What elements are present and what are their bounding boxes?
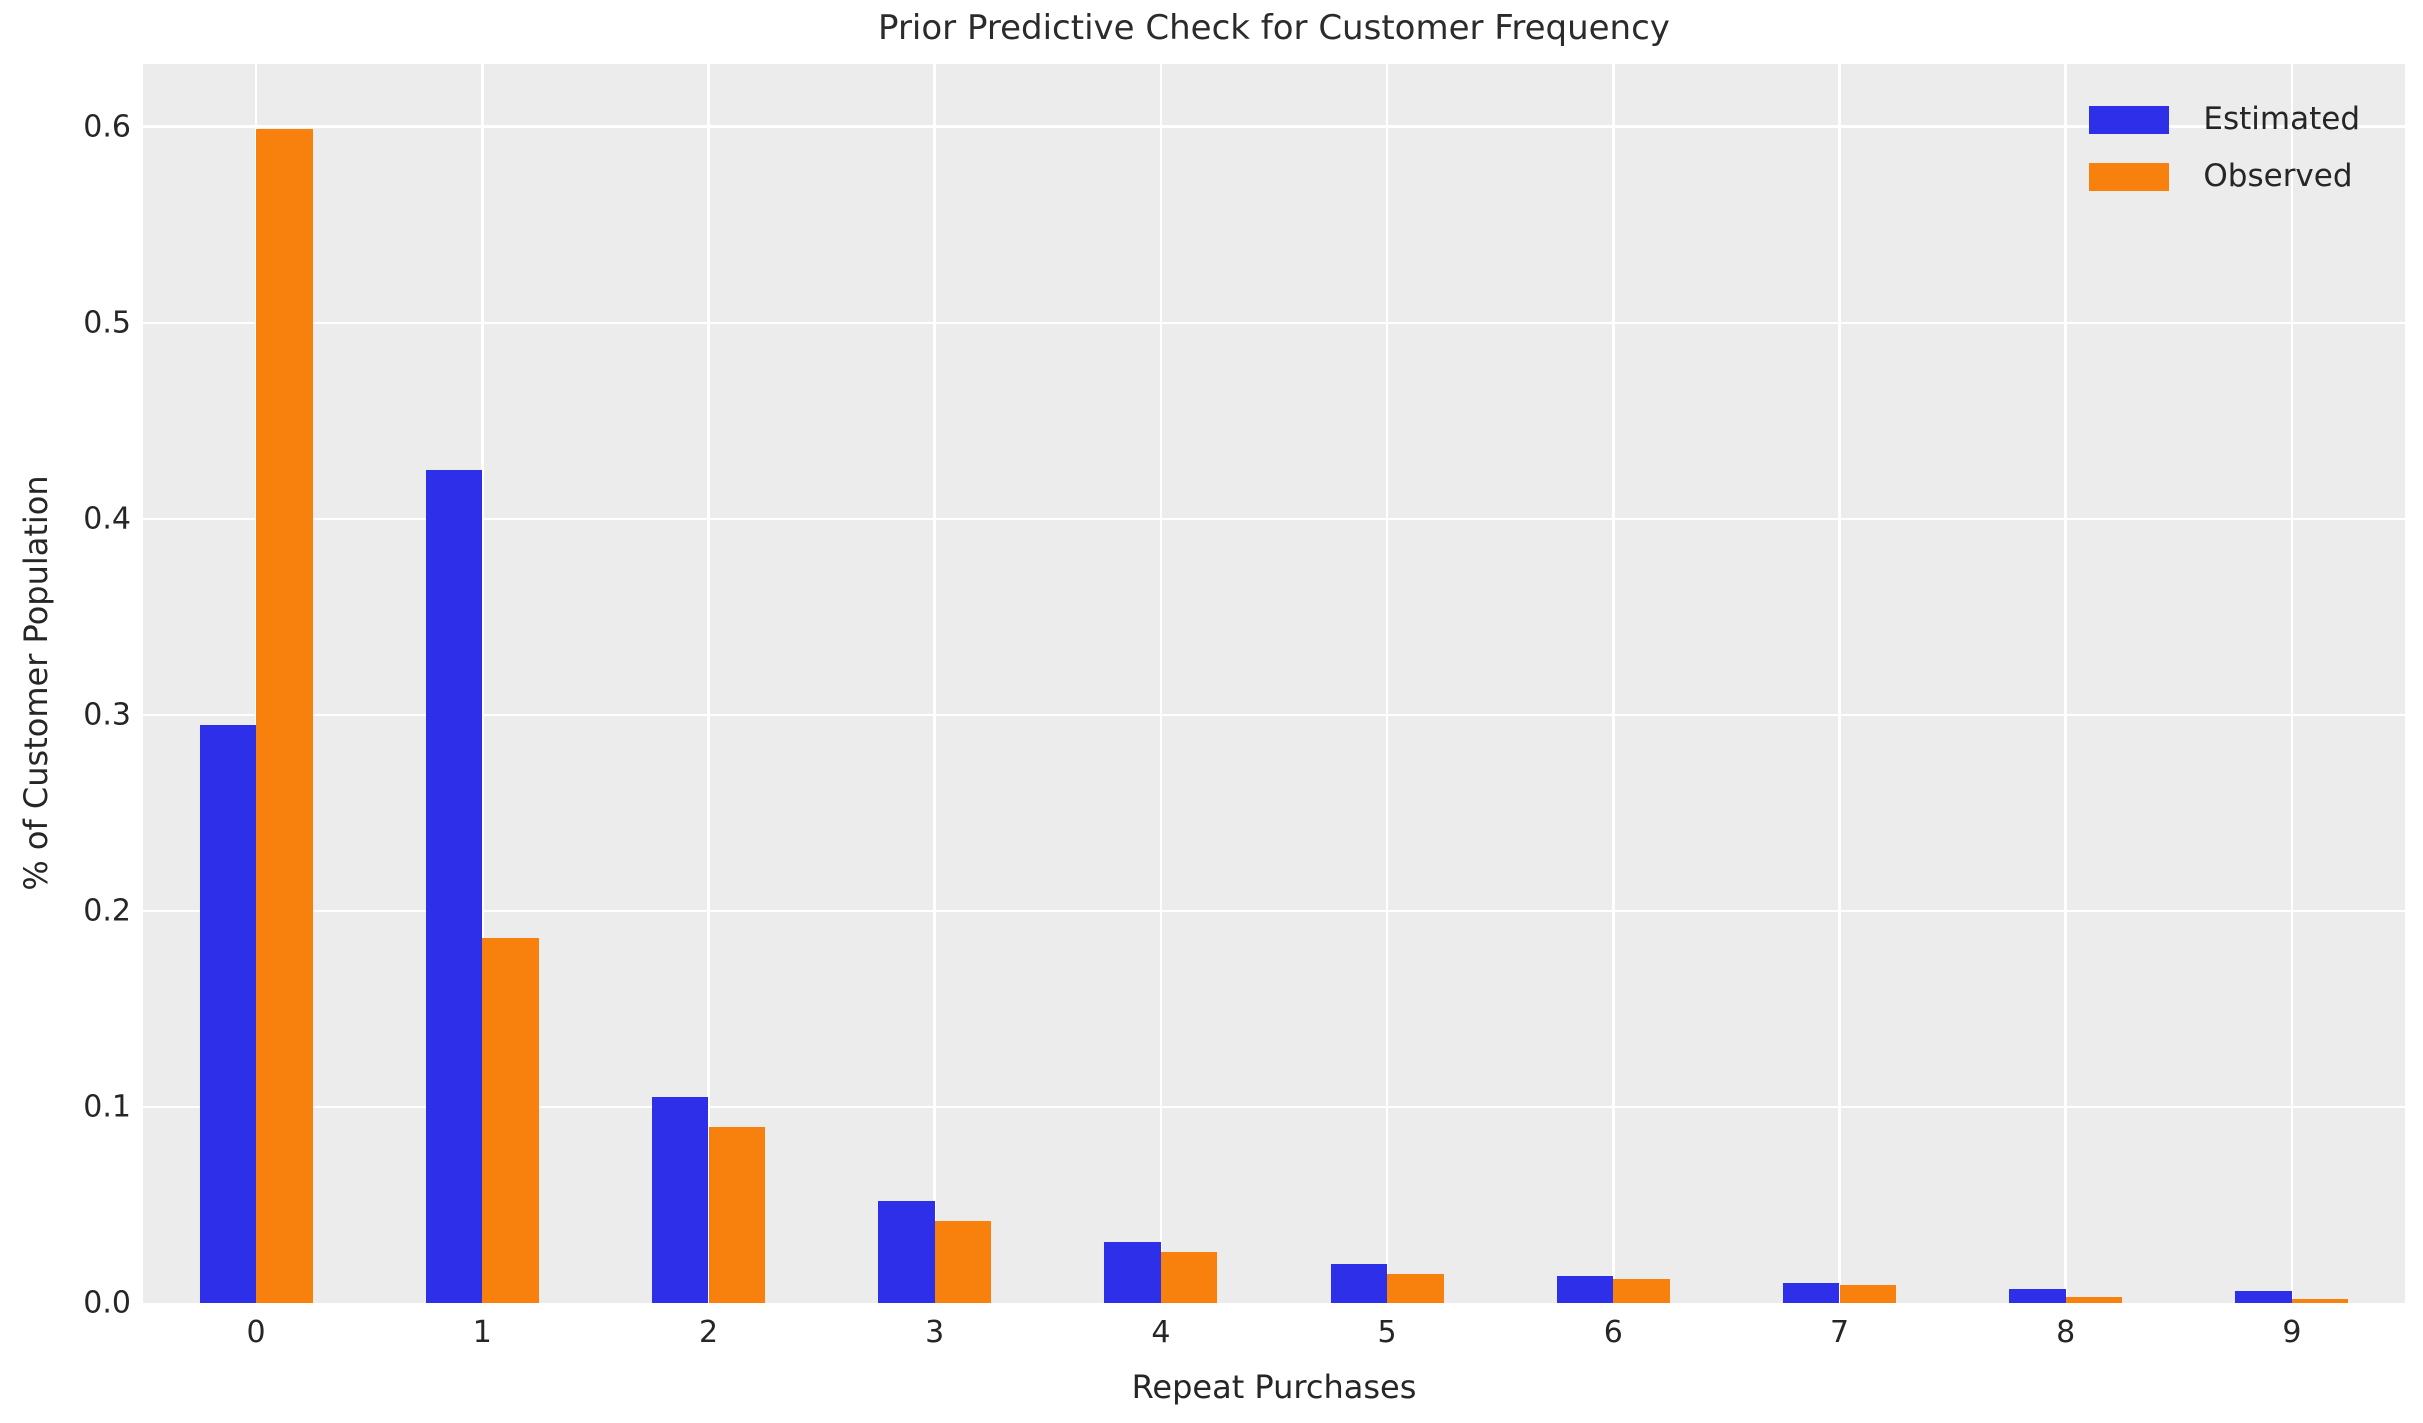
y-tick-label-0.2: 0.2: [83, 893, 131, 929]
x-tick-label-3: 3: [925, 1315, 945, 1350]
x-tick-label-8: 8: [2056, 1315, 2076, 1350]
gridline-x-9: [2290, 64, 2294, 1303]
legend-entry-observed: Observed: [2089, 161, 2360, 192]
y-tick-label-0.4: 0.4: [83, 501, 131, 537]
x-tick-label-5: 5: [1377, 1315, 1397, 1350]
bar-estimated-8: [2009, 1289, 2066, 1303]
bar-observed-2: [708, 1126, 766, 1303]
bar-observed-1: [482, 938, 539, 1303]
bar-estimated-3: [878, 1201, 935, 1303]
bar-estimated-6: [1556, 1275, 1614, 1303]
gridline-y-0.1: [143, 1105, 2405, 1109]
bar-observed-4: [1160, 1252, 1218, 1303]
y-tick-label-0.6: 0.6: [83, 109, 131, 145]
bar-observed-0: [256, 128, 313, 1303]
bar-observed-8: [2065, 1297, 2123, 1303]
chart-title: Prior Predictive Check for Customer Freq…: [878, 8, 1670, 48]
bar-observed-9: [2291, 1299, 2349, 1303]
bar-estimated-2: [651, 1097, 709, 1303]
bar-estimated-0: [199, 724, 257, 1303]
x-tick-label-6: 6: [1603, 1315, 1623, 1350]
gridline-x-7: [1838, 64, 1841, 1303]
y-tick-label-0.1: 0.1: [83, 1089, 131, 1125]
y-tick-label-0.0: 0.0: [83, 1285, 131, 1321]
bar-estimated-7: [1782, 1283, 1840, 1303]
x-tick-label-7: 7: [1829, 1315, 1850, 1350]
gridline-y-0.4: [143, 517, 2405, 521]
bar-estimated-4: [1104, 1242, 1161, 1303]
legend-swatch-estimated: [2089, 105, 2170, 134]
bar-estimated-1: [425, 469, 483, 1303]
gridline-x-3: [933, 64, 936, 1303]
gridline-x-5: [1385, 64, 1389, 1303]
gridline-y-0.2: [143, 909, 2405, 913]
gridline-x-6: [1612, 64, 1615, 1303]
y-tick-label-0.3: 0.3: [83, 697, 131, 733]
x-tick-label-0: 0: [246, 1315, 266, 1350]
x-tick-label-1: 1: [472, 1315, 492, 1350]
y-tick-label-0.5: 0.5: [83, 305, 131, 341]
gridline-x-8: [2064, 64, 2067, 1303]
bar-estimated-5: [1330, 1263, 1388, 1303]
legend: Estimated Observed: [2089, 104, 2360, 192]
legend-swatch-observed: [2089, 162, 2170, 191]
x-tick-label-9: 9: [2282, 1315, 2302, 1350]
x-tick-label-4: 4: [1151, 1315, 1171, 1350]
gridline-x-2: [707, 64, 710, 1303]
legend-label-observed: Observed: [2203, 158, 2353, 194]
bar-observed-6: [1613, 1279, 1670, 1303]
y-axis-label: % of Customer Population: [17, 475, 55, 891]
bar-estimated-9: [2235, 1291, 2292, 1303]
gridline-y-0.6: [143, 125, 2405, 128]
legend-entry-estimated: Estimated: [2089, 104, 2360, 135]
legend-label-estimated: Estimated: [2203, 101, 2360, 137]
x-axis-label: Repeat Purchases: [1131, 1368, 1417, 1406]
bar-observed-7: [1839, 1285, 1897, 1303]
plot-area: Estimated Observed: [143, 64, 2405, 1303]
gridline-x-4: [1159, 64, 1163, 1303]
bar-observed-5: [1387, 1273, 1444, 1303]
gridline-x-1: [481, 64, 484, 1303]
gridline-y-0.5: [143, 321, 2405, 325]
gridline-y-0.3: [143, 713, 2405, 717]
x-tick-label-2: 2: [698, 1315, 719, 1350]
bar-observed-3: [934, 1220, 992, 1303]
